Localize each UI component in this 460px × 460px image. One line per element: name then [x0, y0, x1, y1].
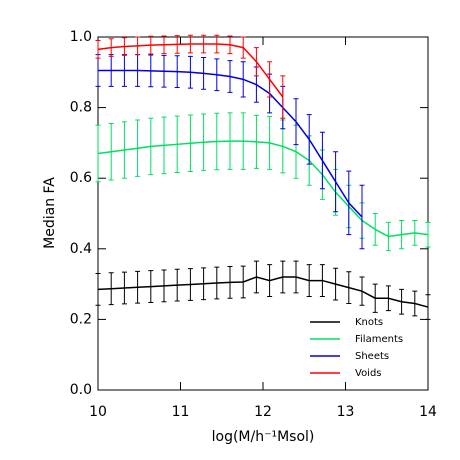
y-tick-label: 0.4	[70, 241, 92, 257]
x-axis-label: log(M/h⁻¹Msol)	[212, 429, 315, 445]
y-tick-label: 1.0	[70, 29, 92, 45]
series-line	[97, 140, 429, 238]
x-tick-label: 11	[172, 404, 190, 420]
legend-label: Filaments	[355, 334, 403, 345]
y-tick-label: 0.8	[70, 100, 92, 116]
x-tick-label: 13	[337, 404, 355, 420]
y-axis-label: Median FA	[42, 177, 58, 249]
legend-label: Knots	[355, 317, 383, 328]
legend-label: Voids	[355, 368, 382, 379]
series-line	[98, 69, 363, 218]
x-tick-label: 10	[89, 404, 107, 420]
legend-label: Sheets	[355, 351, 389, 362]
y-tick-label: 0.0	[70, 382, 92, 398]
y-tick-label: 0.2	[70, 311, 92, 327]
x-tick-label: 14	[419, 404, 437, 420]
series-line	[97, 43, 284, 98]
y-tick-label: 0.6	[70, 170, 92, 186]
x-tick-label: 12	[254, 404, 272, 420]
series-line	[97, 276, 429, 308]
